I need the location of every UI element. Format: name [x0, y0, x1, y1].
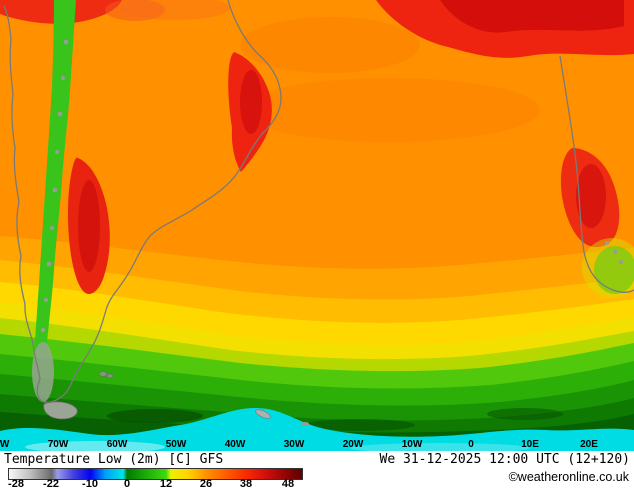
falkland-islands — [98, 371, 108, 377]
longitude-label: 70W — [47, 439, 69, 450]
longitude-label: 50W — [165, 439, 187, 450]
scale-label: -22 — [43, 478, 59, 490]
cape-cold-green — [594, 246, 634, 294]
scale-label: 48 — [281, 478, 295, 490]
legend-bar: Temperature Low (2m) [C] GFS We 31-12-20… — [0, 451, 634, 490]
copyright: ©weatheronline.co.uk — [508, 470, 629, 484]
temperature-colorbar — [8, 468, 303, 480]
cold-cyan-band — [0, 407, 634, 451]
scale-label: -28 — [8, 478, 24, 490]
south-america-coastline — [3, 0, 282, 403]
patagonia-cold — [32, 342, 54, 402]
longitude-label: 10W — [401, 439, 423, 450]
longitude-label: 60W — [106, 439, 128, 450]
longitude-label: 20W — [342, 439, 364, 450]
longitude-label: 30W — [283, 439, 305, 450]
longitude-label: 80W — [0, 439, 10, 450]
longitude-label: 40W — [224, 439, 246, 450]
south-america — [3, 0, 282, 420]
andes-mountains — [34, 0, 76, 354]
africa-coastline — [559, 55, 634, 293]
temperature-field-svg — [0, 0, 634, 451]
map-title: Temperature Low (2m) [C] GFS — [4, 452, 224, 467]
longitude-label: 20E — [580, 439, 598, 450]
south-georgia — [255, 409, 271, 419]
scale-label: -10 — [82, 478, 98, 490]
scale-label: 12 — [159, 478, 173, 490]
warm-red-regions — [0, 0, 634, 295]
southern-africa — [559, 55, 634, 298]
andes-peaks — [40, 39, 69, 333]
temperature-map: 80W 70W 60W 50W 40W 30W 20W 10W 0 10E 20… — [0, 0, 634, 451]
legend-title-row: Temperature Low (2m) [C] GFS We 31-12-20… — [0, 452, 634, 467]
map-datetime: We 31-12-2025 12:00 UTC (12+120) — [379, 452, 630, 467]
drakensberg-peaks — [605, 241, 623, 264]
longitude-label: 10E — [521, 439, 539, 450]
islands — [98, 371, 309, 426]
scale-label: 38 — [239, 478, 253, 490]
ocean-temperature-field — [0, 0, 634, 451]
scale-label: 0 — [123, 478, 131, 490]
tierra-del-fuego — [43, 401, 78, 420]
longitude-label: 0 — [468, 439, 474, 450]
scale-label: 26 — [199, 478, 213, 490]
